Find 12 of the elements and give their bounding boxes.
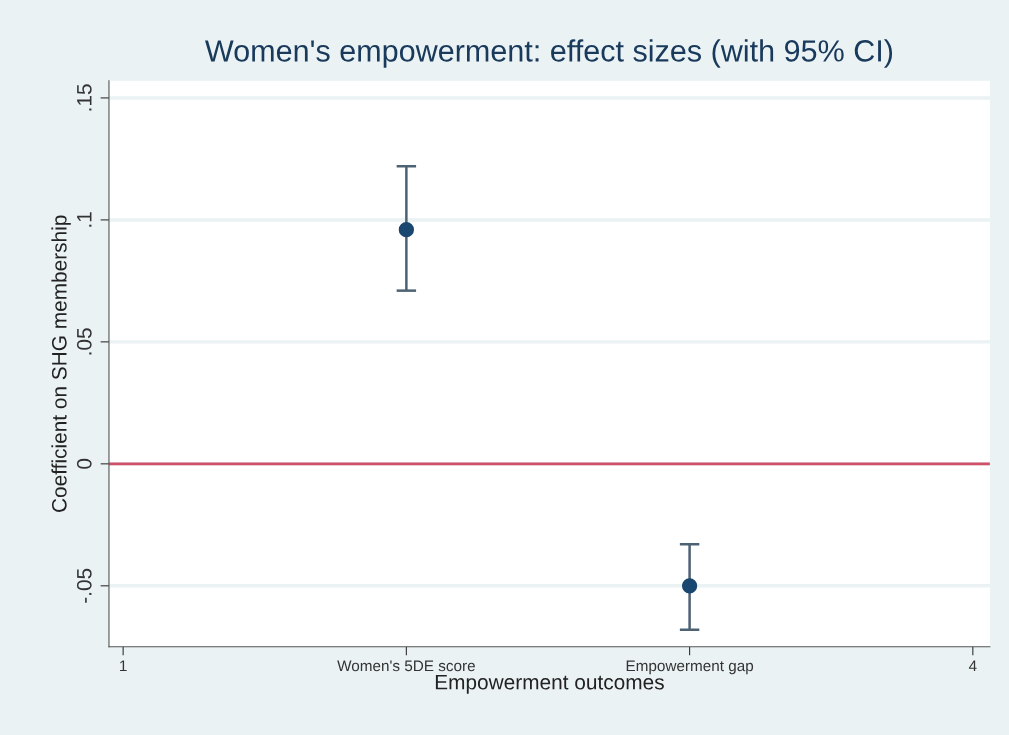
- y-tick-label: .05: [76, 328, 92, 355]
- x-tick-label: Women's 5DE score: [337, 660, 475, 672]
- x-tick-label: Empowerment gap: [626, 660, 754, 675]
- y-tick-label: .15: [77, 84, 92, 111]
- chart-title: Women's empowerment: effect sizes (with 95% CI): [205, 39, 893, 68]
- x-axis-title: Empowerment outcomes: [435, 675, 664, 694]
- y-tick-label: 0: [76, 458, 92, 469]
- y-axis-title: Coefficient on SHG membership: [51, 215, 71, 512]
- y-tick-label: .1: [77, 212, 92, 227]
- x-tick-label: 1: [120, 660, 127, 672]
- x-tick-label: 4: [968, 660, 977, 672]
- y-tick-label: -.05: [76, 568, 92, 603]
